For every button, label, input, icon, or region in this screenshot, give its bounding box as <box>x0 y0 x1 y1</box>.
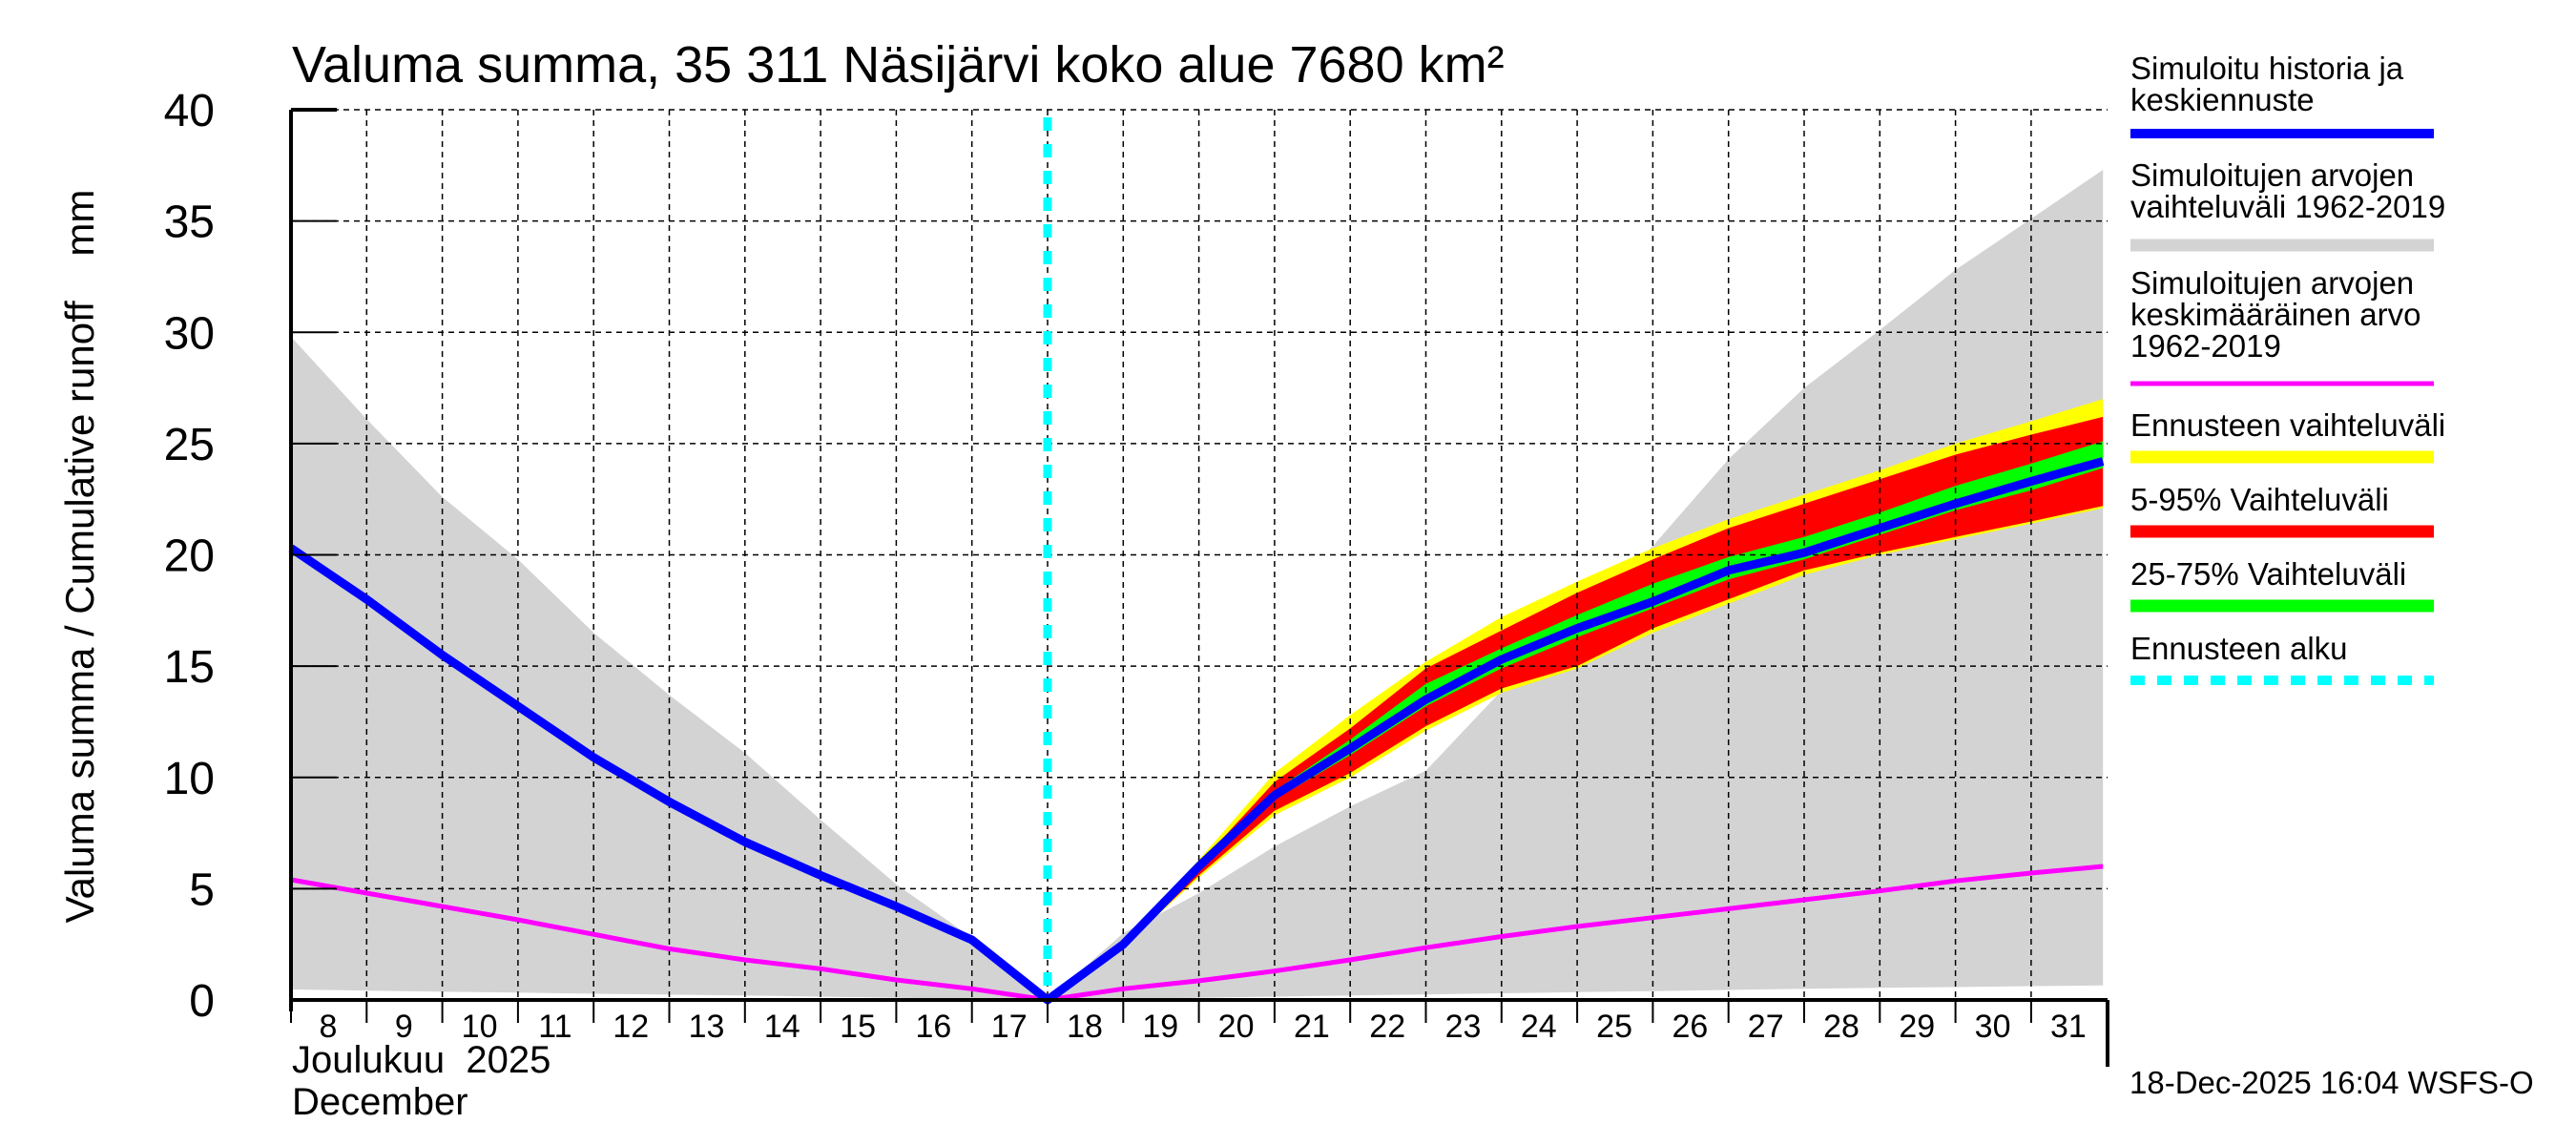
legend-label: Ennusteen vaihteluväli <box>2130 407 2445 443</box>
legend-label: Simuloitujen arvojen <box>2130 265 2414 301</box>
x-tick-label: 27 <box>1748 1009 1784 1045</box>
legend-swatch <box>2130 525 2434 538</box>
x-tick-label: 30 <box>1975 1009 2011 1045</box>
legend-swatch <box>2130 129 2434 138</box>
x-tick-label: 19 <box>1142 1009 1178 1045</box>
x-tick-label: 20 <box>1218 1009 1255 1045</box>
x-tick-label: 16 <box>915 1009 951 1045</box>
x-tick-label: 23 <box>1445 1009 1482 1045</box>
x-tick-label: 25 <box>1596 1009 1632 1045</box>
legend-swatch <box>2130 599 2434 613</box>
y-tick-label: 15 <box>164 642 215 693</box>
y-tick-label: 35 <box>164 198 215 248</box>
x-tick-label: 18 <box>1067 1009 1103 1045</box>
footer-timestamp: 18-Dec-2025 16:04 WSFS-O <box>2129 1065 2534 1100</box>
legend-label: Simuloitujen arvojen <box>2130 157 2414 193</box>
bands-layer <box>291 170 2104 1000</box>
lines-layer <box>288 117 2105 1005</box>
x-tick-label: 17 <box>991 1009 1028 1045</box>
legend-entry: Ennusteen vaihteluväli <box>2130 407 2445 464</box>
x-tick-label: 29 <box>1899 1009 1935 1045</box>
y-axis-label: Valuma summa / Cumulative runoff mm <box>57 190 102 924</box>
x-tick-label: 22 <box>1369 1009 1405 1045</box>
y-tick-label: 40 <box>164 86 215 136</box>
x-tick-label: 11 <box>538 1009 571 1045</box>
y-tick-label: 20 <box>164 531 215 582</box>
chart-title: Valuma summa, 35 311 Näsijärvi koko alue… <box>292 36 1505 94</box>
legend-swatch <box>2130 450 2434 464</box>
y-tick-label: 5 <box>189 864 215 915</box>
axes-layer <box>289 108 2109 1067</box>
grid-layer <box>291 109 2108 1000</box>
x-tick-label: 26 <box>1672 1009 1708 1045</box>
legend-label: 5-95% Vaihteluväli <box>2130 482 2389 517</box>
x-axis-month-fi: Joulukuu 2025 <box>292 1039 551 1081</box>
legend-entry: Ennusteen alku <box>2130 631 2434 685</box>
legend-label: vaihteluväli 1962-2019 <box>2130 189 2445 224</box>
x-axis-month-en: December <box>292 1081 468 1123</box>
x-tick-label: 9 <box>395 1009 413 1045</box>
legend-label: 25-75% Vaihteluväli <box>2130 556 2406 592</box>
legend-label: 1962-2019 <box>2130 328 2281 364</box>
x-tick-label: 21 <box>1294 1009 1330 1045</box>
x-tick-label: 13 <box>689 1009 725 1045</box>
legend-swatch <box>2130 381 2434 386</box>
x-tick-label: 10 <box>462 1009 498 1045</box>
x-tick-label: 15 <box>840 1009 876 1045</box>
y-tick-label: 30 <box>164 308 215 359</box>
x-tick-label: 28 <box>1823 1009 1859 1045</box>
history-line <box>288 457 2105 1005</box>
y-tick-labels: 0 5 10 15 20 25 30 35 40 <box>164 86 215 1027</box>
x-tick-label: 24 <box>1521 1009 1557 1045</box>
x-tick-labels: 8 9 10 11 12 13 14 15 16 17 18 19 20 21 22 23 24 25 26 27 28… <box>320 1009 2087 1045</box>
hist-mean-line <box>290 864 2104 1003</box>
x-tick-label: 31 <box>2050 1009 2087 1045</box>
legend-label: keskimääräinen arvo <box>2130 297 2420 332</box>
legend-swatch <box>2130 239 2434 252</box>
legend-entry: 5-95% Vaihteluväli <box>2130 482 2434 538</box>
band-simuloitujen-arvojen-vaihteluv-li-1962-2019 <box>291 170 2104 1000</box>
x-tick-label: 12 <box>613 1009 649 1045</box>
y-tick-label: 10 <box>164 754 215 804</box>
x-tick-label: 14 <box>764 1009 800 1045</box>
x-tick-label: 8 <box>320 1009 338 1045</box>
y-tick-label: 25 <box>164 420 215 470</box>
legend-label: Simuloitu historia ja <box>2130 51 2404 86</box>
y-tick-label: 0 <box>189 976 215 1027</box>
legend-label: keskiennuste <box>2130 82 2315 117</box>
legend: Simuloitu historia jakeskiennusteSimuloi… <box>2130 51 2445 685</box>
legend-entry: 25-75% Vaihteluväli <box>2130 556 2434 613</box>
legend-label: Ennusteen alku <box>2130 631 2348 666</box>
band-25-75-vaihteluv-li <box>1048 441 2104 1000</box>
